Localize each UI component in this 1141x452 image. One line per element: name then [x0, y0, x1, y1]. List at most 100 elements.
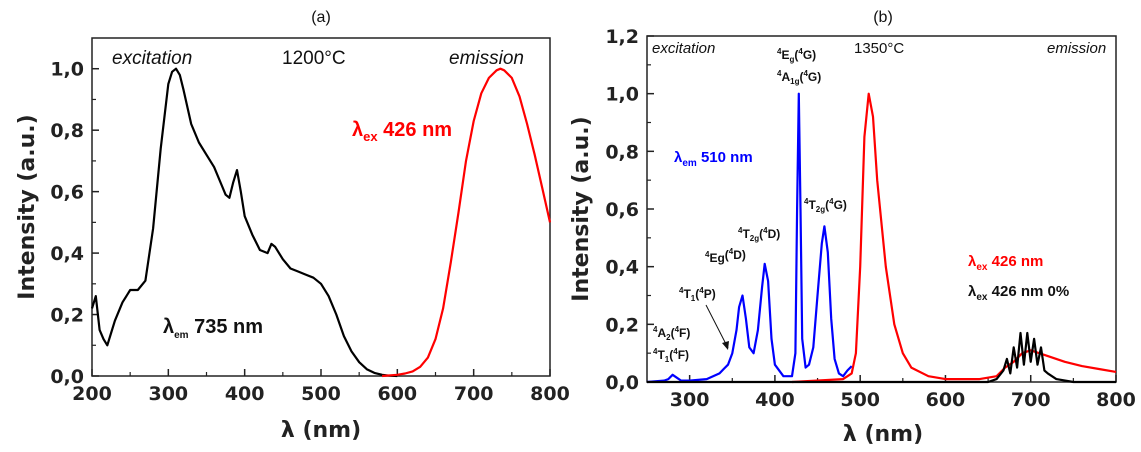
transition-sup: 4 [738, 226, 743, 235]
transition-paren: ( [669, 348, 673, 362]
lambda-ex-label-a: λex 426 nm [352, 119, 452, 144]
y-tick-label: 0,6 [50, 182, 84, 204]
transition-term: A [781, 70, 790, 84]
panel-label-a: (a) [311, 9, 331, 26]
chart-panel-a: (a) 200 300 400 500 600 700 800 0,0 0,2 0,4 0,6 0,8… [15, 9, 570, 443]
y-tick-label: 1,2 [605, 26, 639, 48]
transition-sup: 4 [729, 247, 734, 256]
y-tick-label: 0,0 [50, 366, 84, 388]
x-tick-label: 500 [301, 383, 341, 405]
lambda-ex0-text-b: 426 nm 0% [987, 283, 1069, 300]
transition-sub: 1 [665, 355, 670, 364]
transition-sup: 4 [679, 286, 684, 295]
x-tick-label: 600 [377, 383, 417, 405]
transition-sub: 1 [691, 294, 696, 303]
transition-label-t2g-4g: 4T2g(4G) [804, 197, 847, 214]
transition-term: E [781, 48, 789, 62]
x-tick-label: 400 [755, 389, 795, 411]
emission-label-b: emission [1047, 40, 1106, 57]
excitation-label-a: excitation [112, 48, 192, 69]
ticks-a: 200 300 400 500 600 700 800 0,0 0,2 0,4 0,6 0,8 1,0 [50, 59, 570, 405]
lambda-ex0-sub-b: ex [976, 292, 988, 303]
transition-sup: 4 [699, 286, 704, 295]
transition-paren: ( [759, 227, 763, 241]
x-tick-label: 400 [225, 383, 265, 405]
series-lines-a [90, 67, 552, 378]
lambda-em-symbol-b: λ [674, 149, 683, 166]
x-tick-label: 800 [1096, 389, 1136, 411]
transition-label-eg-4g: 4Eg(4G) [777, 47, 816, 64]
transition-sub: 2 [666, 333, 671, 342]
transition-label-t2g-4d: 4T2g(4D) [738, 226, 780, 243]
series-line-b-1 [791, 92, 1117, 384]
transition-sup: 4 [653, 347, 658, 356]
x-tick-label: 700 [454, 383, 494, 405]
panel-label-b: (b) [873, 9, 893, 26]
excitation-label-b: excitation [652, 40, 715, 57]
transition-term: T [808, 198, 816, 212]
series-line-b-0 [646, 92, 853, 384]
transition-paren: ( [825, 198, 829, 212]
transition-label-t1-4f: 4T1(4F) [653, 347, 689, 364]
temperature-label-a: 1200°C [282, 48, 346, 69]
transition-sup: 4 [777, 47, 782, 56]
y-tick-label: 0,4 [50, 243, 84, 265]
transition-sub: 2g [750, 234, 759, 243]
transition-term: T [742, 227, 750, 241]
transition-state: D) [768, 227, 781, 241]
lambda-ex-text-a: 426 nm [378, 119, 452, 141]
transition-term: T [683, 287, 691, 301]
transition-sup: 4 [803, 69, 808, 78]
y-tick-label: 0,8 [50, 120, 84, 142]
transition-term: A [657, 326, 666, 340]
emission-label-a: emission [449, 48, 524, 69]
lambda-ex-sub-b: ex [976, 262, 988, 273]
transition-paren: ( [725, 248, 729, 262]
transition-label-t1-4p: 4T1(4P) [679, 286, 716, 303]
transition-sub: 1g [790, 77, 799, 86]
x-axis-label-a: λ (nm) [281, 418, 361, 443]
transition-state: G) [808, 70, 821, 84]
transition-sup: 4 [705, 250, 710, 259]
y-axis-label-a: Intensity (a.u.) [15, 114, 40, 299]
y-tick-label: 1,0 [605, 84, 639, 106]
lambda-ex-sub-a: ex [363, 129, 378, 144]
transition-label-eg-4d: 4Eg(4D) [705, 247, 746, 265]
transition-state: G) [834, 198, 847, 212]
y-tick-label: 0,0 [605, 372, 639, 394]
transition-state: D) [733, 248, 746, 262]
transition-label-a1g-4g: 4A1g(4G) [777, 69, 821, 86]
lambda-em-sub-a: em [174, 330, 189, 341]
lambda-ex-symbol-b: λ [968, 253, 977, 270]
transition-label-a2-4f: 4A2(4F) [653, 325, 690, 342]
transition-state: F) [679, 326, 690, 340]
y-tick-label: 0,6 [605, 199, 639, 221]
x-axis-label-b: λ (nm) [843, 422, 923, 447]
lambda-ex-text-b: 426 nm [987, 253, 1043, 270]
temperature-label-b: 1350°C [854, 40, 904, 57]
transition-term: Eg [709, 251, 724, 265]
lambda-em-symbol-a: λ [163, 316, 174, 338]
lambda-ex-symbol-a: λ [352, 119, 363, 141]
transition-sub: g [789, 55, 794, 64]
y-axis-label-b: Intensity (a.u.) [569, 116, 594, 301]
x-tick-label: 300 [148, 383, 188, 405]
transition-state: G) [803, 48, 816, 62]
transition-sup: 4 [653, 325, 658, 334]
y-tick-label: 0,4 [605, 257, 639, 279]
transition-sup: 4 [675, 325, 680, 334]
transition-paren: ( [671, 326, 675, 340]
series-line-a-0 [90, 67, 398, 378]
series-line-a-1 [382, 67, 552, 378]
transition-state: P) [704, 287, 716, 301]
arrow-head-icon [722, 341, 729, 350]
transition-sup: 4 [777, 69, 782, 78]
transition-paren: ( [794, 48, 798, 62]
lambda-em-sub-b: em [682, 158, 697, 169]
y-tick-label: 0,8 [605, 141, 639, 163]
lambda-ex-label-b: λex 426 nm [968, 253, 1043, 273]
transition-paren: ( [799, 70, 803, 84]
lambda-em-text-a: 735 nm [189, 316, 263, 338]
y-tick-label: 0,2 [605, 314, 639, 336]
